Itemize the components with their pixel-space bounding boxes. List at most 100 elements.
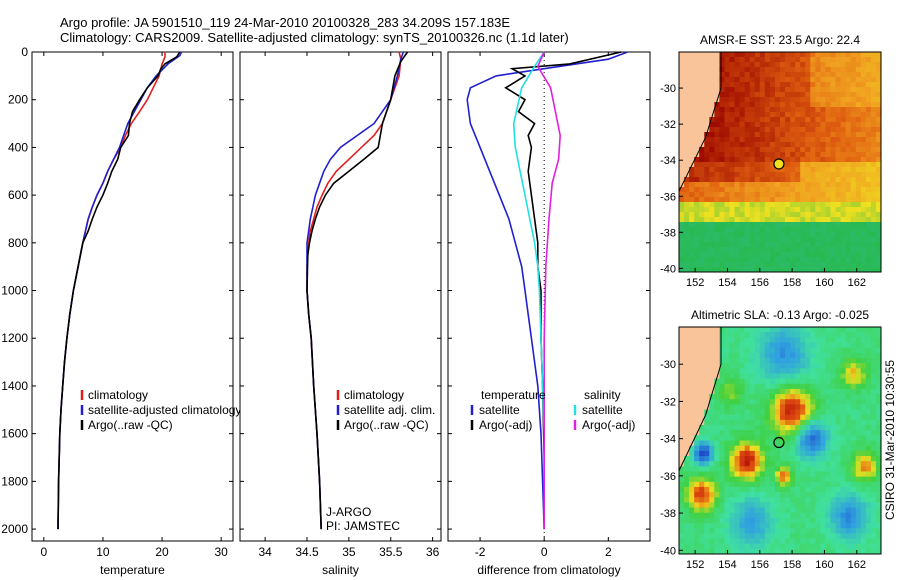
map-cell xyxy=(719,492,726,498)
map-cell xyxy=(754,92,761,98)
map-cell xyxy=(870,87,877,93)
map-cell xyxy=(754,107,761,113)
map-cell xyxy=(729,435,736,442)
map-cell xyxy=(865,62,872,68)
map-cell xyxy=(865,207,872,213)
map-cell xyxy=(795,445,801,452)
map-cell xyxy=(749,450,756,457)
map-cell xyxy=(764,137,771,143)
map-cell xyxy=(840,52,847,58)
map-cell xyxy=(835,414,842,421)
map-cell xyxy=(744,237,751,243)
map-cell xyxy=(815,257,821,263)
map-cell xyxy=(749,466,756,473)
map-cell xyxy=(744,383,751,390)
map-cell xyxy=(860,414,867,421)
map-cell xyxy=(759,262,766,268)
map-cell xyxy=(810,137,816,143)
map-cell xyxy=(759,352,766,359)
map-cell xyxy=(800,202,806,208)
map-cell xyxy=(719,466,726,473)
map-cell xyxy=(790,147,796,153)
map-cell xyxy=(805,262,811,268)
map-cell xyxy=(699,212,705,218)
map-cell xyxy=(699,247,705,253)
map-cell xyxy=(820,142,827,148)
map-cell xyxy=(754,440,761,447)
map-cell xyxy=(709,202,715,208)
map-cell xyxy=(855,455,862,462)
map-cell xyxy=(780,77,786,83)
map-cell xyxy=(774,368,781,375)
map-cell xyxy=(850,399,857,405)
map-cell xyxy=(739,373,746,380)
map-cell xyxy=(805,502,811,509)
map-cell xyxy=(714,492,720,498)
map-cell xyxy=(744,342,751,349)
map-cell xyxy=(734,172,741,178)
map-cell xyxy=(759,502,766,509)
map-cell xyxy=(729,187,736,193)
map-cell xyxy=(860,533,867,540)
map-cell xyxy=(739,202,746,208)
map-cell xyxy=(759,368,766,375)
map-cell xyxy=(795,461,801,467)
map-cell xyxy=(729,461,736,467)
map-cell xyxy=(689,192,695,198)
map-cell xyxy=(790,409,796,416)
map-cell xyxy=(875,471,881,478)
map-cell xyxy=(870,252,877,258)
map-cell xyxy=(845,227,852,233)
map-cell xyxy=(754,409,761,416)
map-cell xyxy=(780,132,786,138)
map-cell xyxy=(684,502,690,509)
map-cell xyxy=(744,548,751,554)
map-cell xyxy=(790,378,796,385)
map-cell xyxy=(795,247,801,253)
map-cell xyxy=(759,187,766,193)
map-field xyxy=(679,327,881,554)
y-tick-label: 400 xyxy=(8,140,28,154)
map-cell xyxy=(850,378,857,385)
map-cell xyxy=(785,419,791,426)
map-cell xyxy=(714,507,720,514)
map-cell xyxy=(790,347,796,354)
map-cell xyxy=(744,222,751,228)
map-cell xyxy=(744,62,751,68)
map-cell xyxy=(744,373,751,380)
map-cell xyxy=(759,523,766,529)
map-cell xyxy=(729,528,736,534)
map-cell xyxy=(719,548,726,554)
map-cell xyxy=(830,202,837,208)
map-cell xyxy=(845,347,852,354)
map-cell xyxy=(714,445,720,452)
map-cell xyxy=(724,152,731,158)
map-cell xyxy=(780,455,786,462)
map-cell xyxy=(825,337,832,344)
map-cell xyxy=(699,435,705,442)
map-cell xyxy=(704,425,710,431)
map-cell xyxy=(754,476,761,483)
map-cell xyxy=(724,257,731,263)
map-cell xyxy=(749,92,756,98)
map-cell xyxy=(795,533,801,540)
map-cell xyxy=(815,237,821,243)
map-cell xyxy=(769,127,776,133)
map-cell xyxy=(820,152,827,158)
map-cell xyxy=(835,528,842,534)
map-cell xyxy=(764,388,771,395)
map-cell xyxy=(815,172,821,178)
map-cell xyxy=(800,192,806,198)
map-cell xyxy=(815,368,821,375)
map-cell xyxy=(764,492,771,498)
series-line xyxy=(306,51,409,530)
map-cell xyxy=(734,227,741,233)
map-cell xyxy=(729,152,736,158)
map-cell xyxy=(734,152,741,158)
map-cell xyxy=(780,142,786,148)
map-cell xyxy=(800,368,806,375)
map-cell xyxy=(764,461,771,467)
map-cell xyxy=(795,419,801,426)
map-cell xyxy=(815,419,821,426)
map-cell xyxy=(825,207,832,213)
